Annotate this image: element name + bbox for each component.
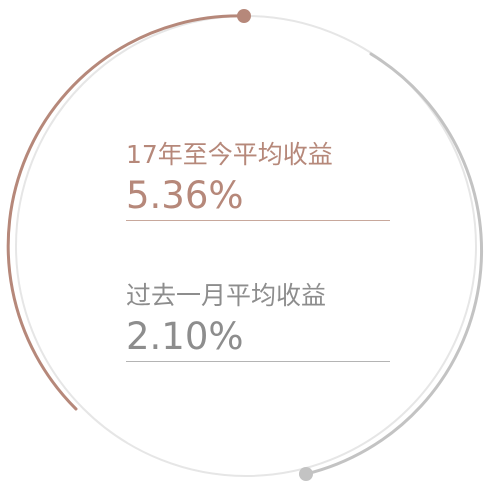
stat-value-since-2017: 5.36% [126, 174, 244, 217]
stat-since-2017: 17年至今平均收益 5.36% [126, 140, 390, 221]
divider [126, 220, 390, 221]
ring-arc-accent [6, 14, 246, 411]
ring-arc-secondary [304, 52, 484, 476]
stat-value-past-month: 2.10% [126, 315, 244, 358]
stat-label-since-2017: 17年至今平均收益 [126, 140, 333, 169]
stat-label-past-month: 过去一月平均收益 [126, 281, 327, 310]
ring-handle-top [237, 9, 251, 23]
ring-handle-bottom [299, 467, 313, 481]
divider [126, 361, 390, 362]
stat-past-month: 过去一月平均收益 2.10% [126, 281, 390, 362]
ring-track [15, 15, 477, 477]
